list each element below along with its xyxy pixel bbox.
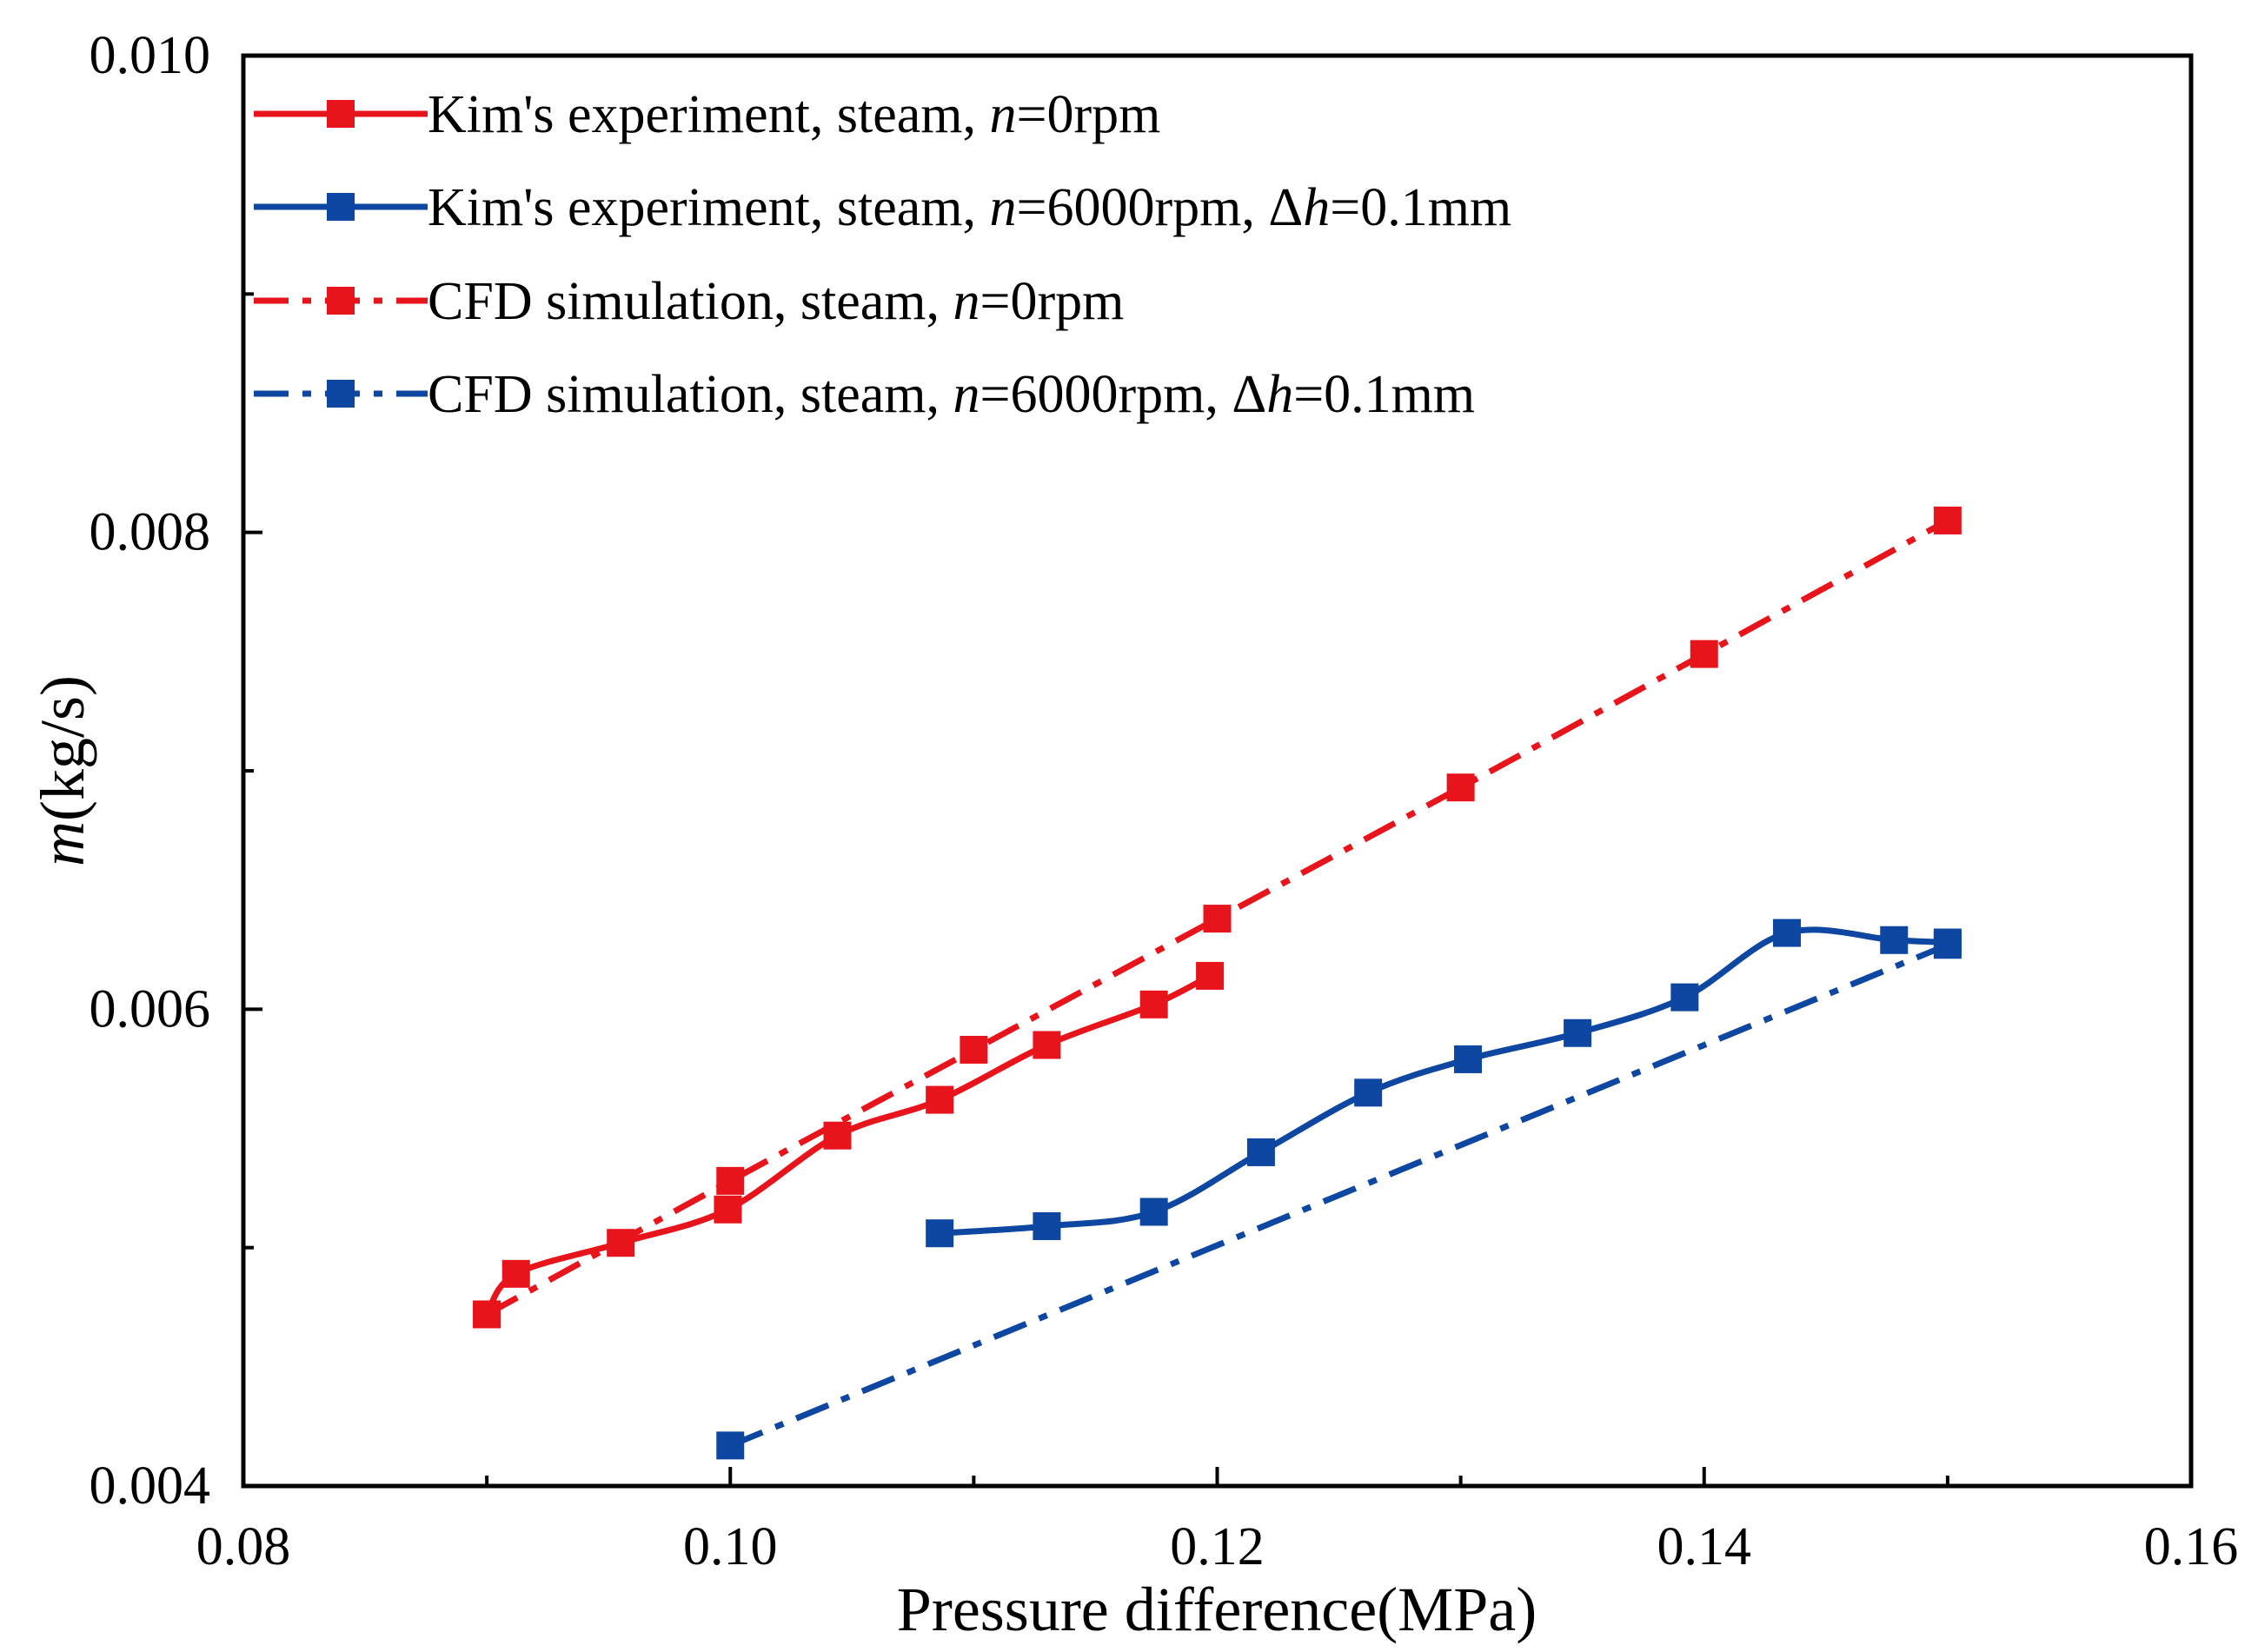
legend-label-part: CFD simulation, steam, [428,272,953,331]
legend-label-part: n [990,178,1017,237]
data-point [716,1431,745,1460]
y-tick-label: 0.006 [90,979,211,1038]
x-tick-label: 0.14 [1657,1517,1752,1576]
data-point [1446,773,1475,802]
data-point [1354,1078,1383,1107]
legend-label-part: n [990,85,1017,144]
legend-label-part: =0rpm [980,272,1125,331]
legend-item: Kim's experiment, steam, n=6000rpm, Δh=0… [254,178,1511,237]
legend-label: CFD simulation, steam, n=0rpm [428,272,1124,331]
x-tick-label: 0.12 [1170,1517,1265,1576]
legend-label-part: n [953,365,980,424]
legend-label-part: =6000rpm, Δ [980,365,1267,424]
series-layer [473,506,1962,1460]
series-4 [716,931,1962,1460]
data-point [1033,1031,1061,1059]
data-point [1880,926,1909,954]
tick-layer: 0.08 0.10 0.12 0.14 0.16 0.004 0.006 0.008 0.010 [90,26,2239,1576]
series-3 [473,506,1962,1329]
x-tick-label: 0.08 [196,1517,291,1576]
legend-item: Kim's experiment, steam, n=0rpm [254,85,1160,144]
legend-label: Kim's experiment, steam, n=0rpm [428,85,1160,144]
series-2 [926,919,1962,1248]
x-axis-title: Pressure difference(MPa) [897,1575,1537,1644]
data-point [473,1300,501,1329]
legend-label: Kim's experiment, steam, n=6000rpm, Δh=0… [428,178,1511,237]
legend-label-part: n [953,272,980,331]
legend-label: CFD simulation, steam, n=6000rpm, Δh=0.1… [428,365,1475,424]
x-tick-label: 0.16 [2144,1517,2239,1576]
legend-label-part: =0.1mm [1330,178,1511,237]
legend-label-part: Kim's experiment, steam, [428,178,990,237]
data-point [960,1035,988,1064]
legend-marker [327,193,355,221]
y-tick-label: 0.004 [90,1456,211,1516]
data-point [714,1195,742,1224]
legend-label-part: CFD simulation, steam, [428,365,953,424]
data-point [1690,640,1718,668]
legend-label-part: h [1266,365,1293,424]
legend-label-part: =6000rpm, Δ [1017,178,1304,237]
data-point [1933,506,1962,534]
y-tick-label: 0.010 [90,26,211,85]
legend-item: CFD simulation, steam, n=6000rpm, Δh=0.1… [254,365,1475,424]
x-tick-label: 0.10 [683,1517,778,1576]
y-tick-label: 0.008 [90,503,211,562]
data-point [926,1219,954,1248]
legend-marker [327,380,355,408]
plot-frame [241,53,2194,1489]
data-point [1564,1018,1592,1047]
data-point [1246,1138,1275,1166]
data-point [1454,1045,1483,1073]
data-point [1933,931,1962,959]
data-point [1033,1211,1061,1240]
data-point [1139,990,1168,1018]
series-line [939,926,1949,1237]
data-point [1139,1198,1168,1226]
legend-marker [327,100,355,128]
data-point [1670,983,1699,1012]
y-axis-var: m [28,821,97,866]
data-point [926,1085,954,1114]
legend-label-part: =0rpm [1017,85,1161,144]
data-point [1196,961,1225,990]
legend-label-part: =0.1mm [1293,365,1475,424]
series-line [728,942,1949,1449]
data-point [501,1259,530,1288]
series-1 [473,961,1225,1329]
data-point [716,1166,745,1195]
legend-item: CFD simulation, steam, n=0rpm [254,272,1124,331]
data-point [1772,919,1801,947]
data-point [1203,905,1232,933]
y-axis-unit: (kg/s) [28,675,97,821]
legend-label-part: Kim's experiment, steam, [428,85,990,144]
legend-marker [327,287,355,315]
legend-label-part: h [1303,178,1330,237]
y-axis-title: m(kg/s) [28,675,97,866]
